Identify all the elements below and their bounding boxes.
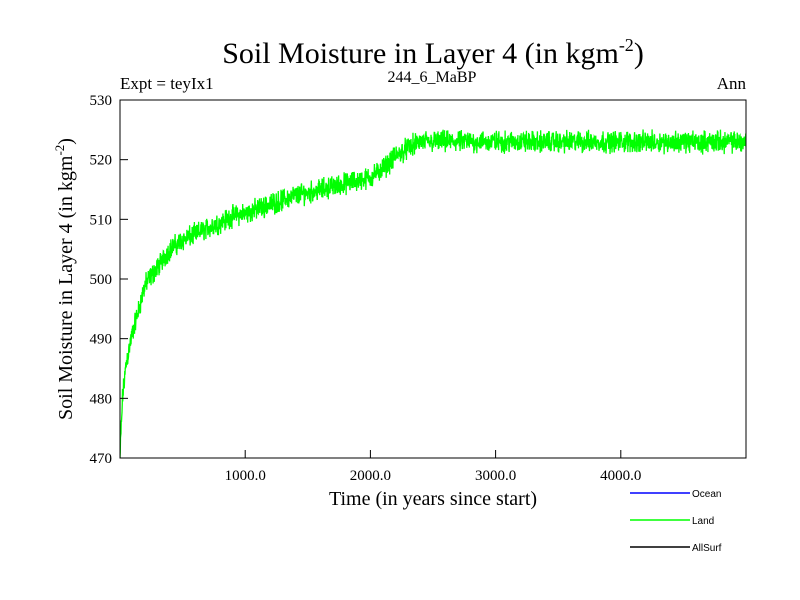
x-tick-label: 3000.0 <box>475 468 516 484</box>
y-axis-label: Soil Moisture in Layer 4 (in kgm-2) <box>52 138 77 420</box>
y-tick-label: 490 <box>90 332 113 348</box>
y-tick-label: 500 <box>90 272 113 288</box>
period-label: 244_6_MaBP <box>388 69 477 86</box>
x-axis-label: Time (in years since start) <box>329 488 537 510</box>
legend-label-land: Land <box>692 516 714 527</box>
x-tick-label: 4000.0 <box>600 468 641 484</box>
chart-title: Soil Moisture in Layer 4 (in kgm-2) <box>222 35 644 70</box>
season-label: Ann <box>717 74 747 93</box>
x-tick-label: 1000.0 <box>225 468 266 484</box>
chart-title-close: ) <box>634 37 644 70</box>
y-tick-label: 510 <box>90 212 113 228</box>
y-tick-label: 480 <box>90 391 113 407</box>
series-line-land <box>120 129 746 458</box>
chart-title-main: Soil Moisture in Layer 4 (in kgm <box>222 37 619 70</box>
x-tick-label: 2000.0 <box>350 468 391 484</box>
y-tick-label: 520 <box>90 153 113 169</box>
y-axis-label-superscript: -2 <box>52 145 67 156</box>
experiment-label: Expt = teyIx1 <box>120 74 214 93</box>
y-tick-label: 470 <box>90 451 113 467</box>
plot-frame <box>119 99 747 459</box>
plot-area: 1000.0 2000.0 3000.0 4000.0 470 480 490 500 510… <box>90 93 747 484</box>
legend-label-ocean: Ocean <box>692 489 721 500</box>
y-tick-label: 530 <box>90 93 113 109</box>
y-axis-label-main: Soil Moisture in Layer 4 (in kgm <box>55 155 77 420</box>
chart-title-superscript: -2 <box>619 35 634 55</box>
y-axis-label-close: ) <box>55 138 77 145</box>
legend: Ocean Land AllSurf <box>630 489 722 554</box>
legend-label-allsurf: AllSurf <box>692 543 722 554</box>
